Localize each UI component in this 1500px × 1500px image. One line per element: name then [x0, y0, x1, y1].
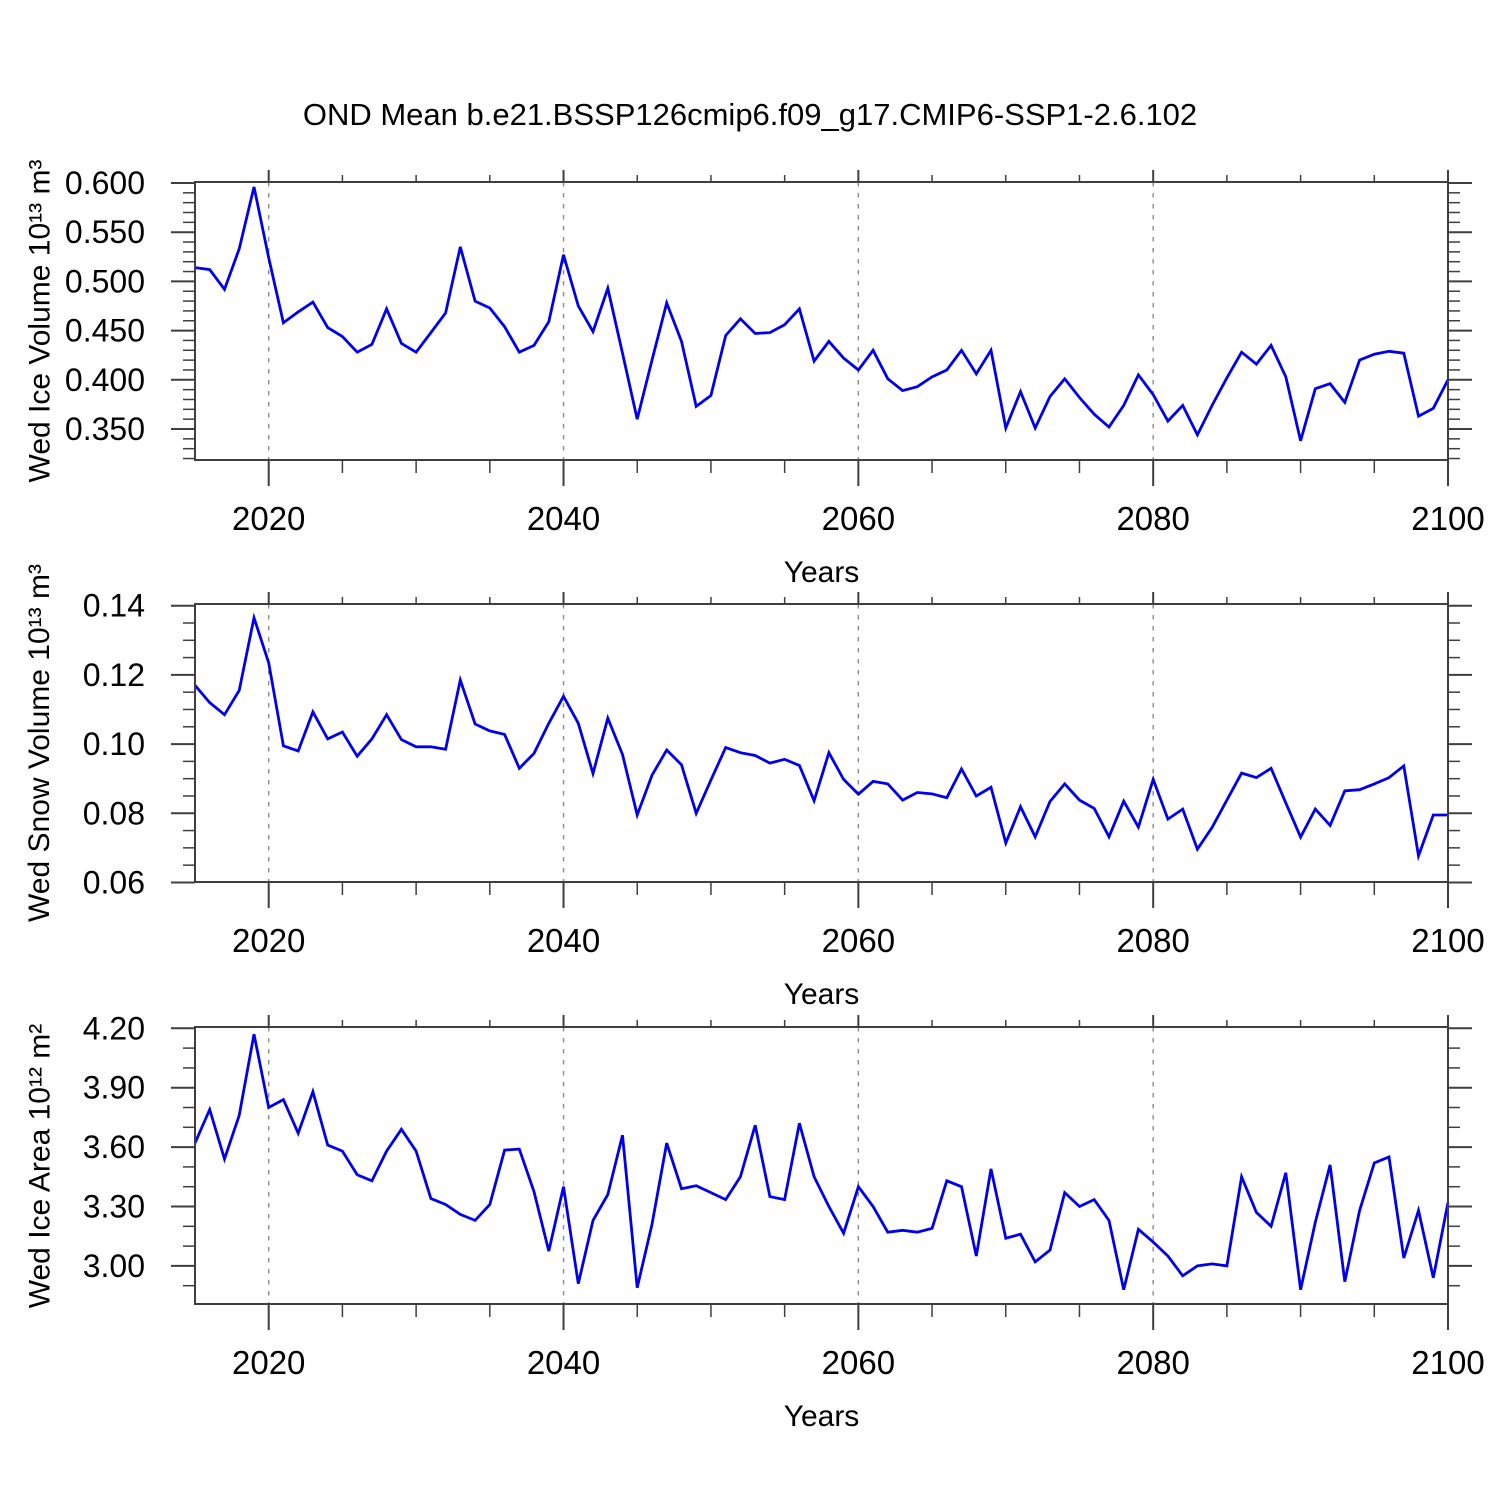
y-axis-title-snow-volume-text: Wed Snow Volume 10¹³ m³: [23, 564, 57, 922]
x-tick-label: 2080: [1116, 1344, 1189, 1381]
y-tick-label: 3.30: [83, 1189, 145, 1225]
x-tick-label: 2060: [822, 1344, 895, 1381]
y-tick-label: 0.12: [83, 657, 145, 693]
y-tick-label: 0.500: [65, 263, 145, 299]
y-axis-title-ice-area: Wed Ice Area 10¹² m²: [14, 1023, 66, 1308]
y-tick-label: 0.10: [83, 726, 145, 762]
y-axis-title-ice-area-text: Wed Ice Area 10¹² m²: [23, 1023, 57, 1308]
y-tick-label: 4.20: [83, 1010, 145, 1046]
x-tick-label: 2100: [1411, 500, 1484, 537]
x-tick-label: 2060: [822, 922, 895, 959]
x-tick-label: 2080: [1116, 500, 1189, 537]
y-tick-label: 0.400: [65, 362, 145, 398]
y-axis-title-snow-volume: Wed Snow Volume 10¹³ m³: [14, 564, 66, 922]
y-tick-label: 0.08: [83, 795, 145, 831]
y-tick-label: 0.350: [65, 411, 145, 447]
x-tick-label: 2080: [1116, 922, 1189, 959]
y-tick-label: 3.00: [83, 1248, 145, 1284]
x-tick-label: 2040: [527, 922, 600, 959]
x-tick-label: 2060: [822, 500, 895, 537]
y-tick-label: 0.14: [83, 588, 145, 624]
x-tick-label: 2020: [232, 500, 305, 537]
x-tick-label: 2020: [232, 922, 305, 959]
y-tick-label: 0.600: [65, 165, 145, 201]
axis-frame: [194, 603, 1449, 883]
x-axis-title-panel1: Years: [783, 556, 860, 589]
y-tick-label: 0.550: [65, 214, 145, 250]
y-axis-title-ice-volume: Wed Ice Volume 10¹³ m³: [14, 160, 66, 483]
x-tick-label: 2100: [1411, 1344, 1484, 1381]
y-axis-title-ice-volume-text: Wed Ice Volume 10¹³ m³: [23, 159, 56, 483]
x-tick-label: 2020: [232, 1344, 305, 1381]
x-tick-label: 2040: [527, 500, 600, 537]
y-tick-label: 3.90: [83, 1070, 145, 1106]
series-line-wed-ice-area: [193, 1033, 1450, 1291]
series-line-wed-snow-volume: [193, 612, 1448, 862]
axis-frame: [194, 1026, 1449, 1305]
x-tick-label: 2040: [527, 1344, 600, 1381]
series-line-wed-ice-volume: [194, 186, 1450, 442]
y-tick-label: 0.450: [65, 313, 145, 349]
x-axis-title-panel2: Years: [783, 978, 860, 1011]
y-tick-label: 3.60: [83, 1129, 145, 1165]
x-tick-label: 2100: [1411, 922, 1484, 959]
y-tick-label: 0.06: [83, 864, 145, 900]
x-axis-title-panel3: Years: [783, 1400, 860, 1433]
chart-title: OND Mean b.e21.BSSP126cmip6.f09_g17.CMIP…: [302, 97, 1198, 132]
